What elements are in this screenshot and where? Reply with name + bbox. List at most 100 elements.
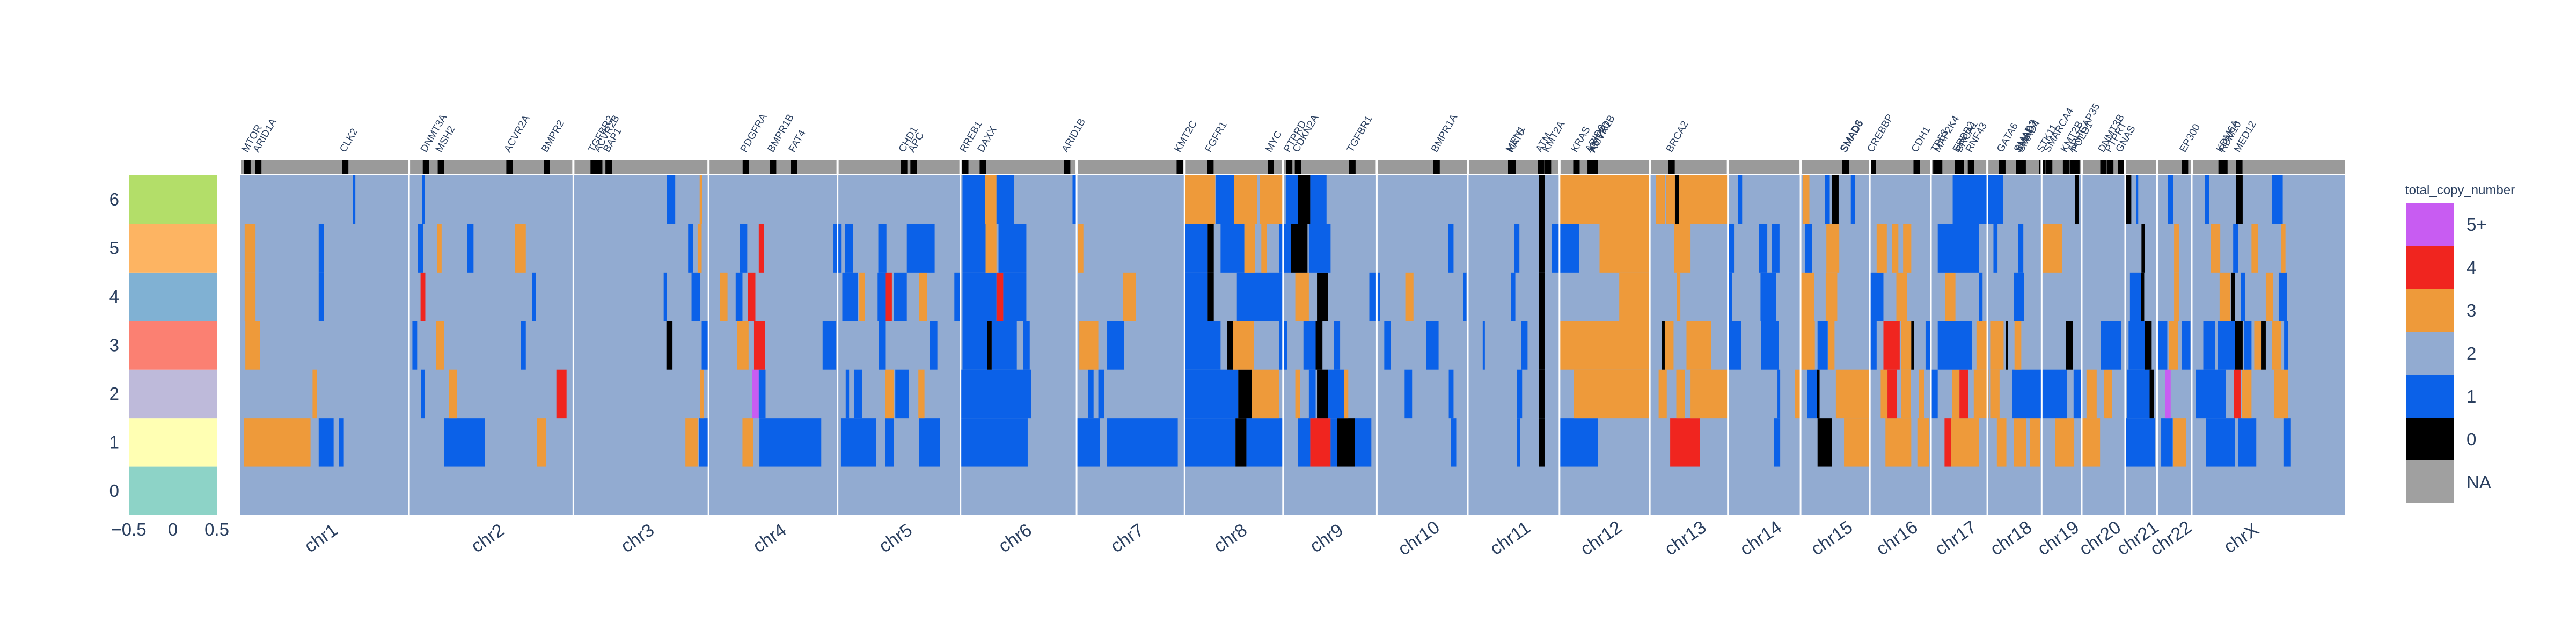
cn-segment-sample-4 — [1677, 272, 1681, 321]
cn-segment-sample-2 — [1517, 369, 1523, 419]
cn-segment-sample-2 — [312, 369, 317, 419]
cn-segment-sample-1 — [1235, 418, 1247, 467]
cn-segment-sample-6 — [962, 175, 985, 224]
chromosome-label: chr5 — [875, 519, 916, 557]
cn-segment-sample-5 — [1220, 224, 1245, 273]
cn-segment-sample-2 — [1676, 369, 1685, 419]
cn-segment-sample-2 — [752, 369, 759, 419]
cn-segment-sample-6 — [667, 175, 676, 224]
cn-segment-sample-2 — [845, 369, 850, 419]
chromosome-label: chr6 — [995, 519, 1036, 557]
cn-segment-sample-5 — [467, 224, 474, 273]
cn-segment-sample-3 — [879, 321, 886, 370]
cn-segment-sample-3 — [1817, 321, 1828, 370]
chromosome-label: chr12 — [1577, 517, 1626, 560]
gene-marker — [1936, 160, 1943, 174]
cn-segment-sample-2 — [1777, 369, 1781, 419]
gene-label: PDGFRA — [738, 112, 770, 154]
chromosome-label: chrX — [2220, 519, 2263, 557]
cn-segment-sample-5 — [1674, 224, 1691, 273]
gene-marker — [437, 160, 444, 174]
cn-segment-sample-2 — [1448, 369, 1454, 419]
cn-segment-sample-1 — [885, 418, 894, 467]
cn-segment-sample-3 — [753, 321, 765, 370]
gene-marker — [1509, 160, 1516, 174]
cn-segment-sample-5 — [418, 224, 423, 273]
cn-segment-sample-3 — [1901, 321, 1912, 370]
legend-label: 2 — [2467, 343, 2476, 363]
cn-segment-sample-4 — [1405, 272, 1414, 321]
chromosome-label: chr18 — [1987, 517, 2036, 560]
cn-segment-sample-4 — [1236, 272, 1283, 321]
cn-segment-sample-2 — [1308, 369, 1316, 419]
cn-segment-sample-1 — [919, 418, 940, 467]
chromosome-label: chr19 — [2034, 517, 2083, 560]
chromosome-label: chr4 — [749, 519, 790, 557]
cn-segment-sample-3 — [436, 321, 444, 370]
cn-segment-sample-5 — [1993, 224, 1998, 273]
gene-track-separator — [1649, 160, 1651, 174]
cn-segment-sample-1 — [1107, 418, 1178, 467]
cn-segment-sample-5 — [697, 224, 702, 273]
cn-segment-sample-2 — [1990, 369, 2000, 419]
cn-segment-sample-1 — [1944, 418, 1952, 467]
cn-segment-sample-6 — [2168, 175, 2174, 224]
legend-swatch — [2406, 418, 2454, 460]
cn-segment-sample-1 — [1951, 418, 1979, 467]
gene-track-separator — [1075, 160, 1078, 174]
cn-segment-sample-5 — [1937, 224, 1979, 273]
cn-segment-sample-3 — [991, 321, 1017, 370]
cn-segment-sample-1 — [1917, 418, 1929, 467]
cn-segment-sample-3 — [521, 321, 526, 370]
cn-segment-sample-6 — [1832, 175, 1839, 224]
cn-segment-sample-2 — [918, 369, 925, 419]
gene-marker — [596, 160, 603, 174]
cn-segment-sample-1 — [2030, 418, 2040, 467]
cn-segment-sample-3 — [1023, 321, 1030, 370]
cn-segment-sample-2 — [1795, 369, 1801, 419]
cn-segment-sample-2 — [2042, 369, 2067, 419]
annotation-y-tick: 0 — [109, 481, 119, 501]
cn-segment-sample-1 — [1559, 418, 1598, 467]
cn-segment-sample-4 — [1003, 272, 1027, 321]
cn-segment-sample-3 — [1107, 321, 1124, 370]
gene-marker — [1433, 160, 1440, 174]
gene-track-separator — [836, 160, 839, 174]
gene-marker — [2118, 160, 2125, 174]
cn-segment-sample-5 — [1448, 224, 1454, 273]
gene-marker — [1967, 160, 1974, 174]
cn-segment-sample-1 — [318, 418, 334, 467]
cn-segment-sample-3 — [1227, 321, 1233, 370]
cn-segment-sample-3 — [2101, 321, 2121, 370]
cn-segment-sample-5 — [740, 224, 748, 273]
cn-segment-sample-3 — [2168, 321, 2178, 370]
cn-segment-sample-5 — [1279, 224, 1291, 273]
gene-marker — [1957, 160, 1964, 174]
cn-segment-sample-4 — [1760, 272, 1776, 321]
cn-segment-sample-6 — [1310, 175, 1327, 224]
gene-marker — [422, 160, 429, 174]
cn-segment-sample-5 — [1184, 224, 1208, 273]
cn-segment-sample-2 — [1184, 369, 1239, 419]
cn-segment-sample-2 — [2012, 369, 2043, 419]
cn-segment-sample-2 — [2104, 369, 2112, 419]
cn-segment-sample-2 — [700, 369, 704, 419]
cn-segment-sample-5 — [1826, 224, 1840, 273]
gene-label: BRCA2 — [1664, 119, 1691, 154]
gene-marker — [742, 160, 749, 174]
cn-segment-sample-6 — [2205, 175, 2209, 224]
cn-segment-sample-2 — [1690, 369, 1728, 419]
cn-segment-sample-2 — [960, 369, 1031, 419]
cn-segment-sample-2 — [1317, 369, 1328, 419]
cn-segment-sample-2 — [758, 369, 766, 419]
gene-track-separator — [1183, 160, 1186, 174]
cn-segment-sample-4 — [2278, 272, 2287, 321]
cn-segment-sample-3 — [1664, 321, 1674, 370]
cn-segment-sample-1 — [699, 418, 709, 467]
cn-segment-sample-4 — [420, 272, 426, 321]
cn-segment-sample-6 — [699, 175, 702, 224]
cn-segment-sample-2 — [1952, 369, 1960, 419]
gene-track-separator — [1869, 160, 1871, 174]
cn-segment-sample-1 — [2161, 418, 2173, 467]
cn-segment-sample-2 — [1539, 369, 1545, 419]
